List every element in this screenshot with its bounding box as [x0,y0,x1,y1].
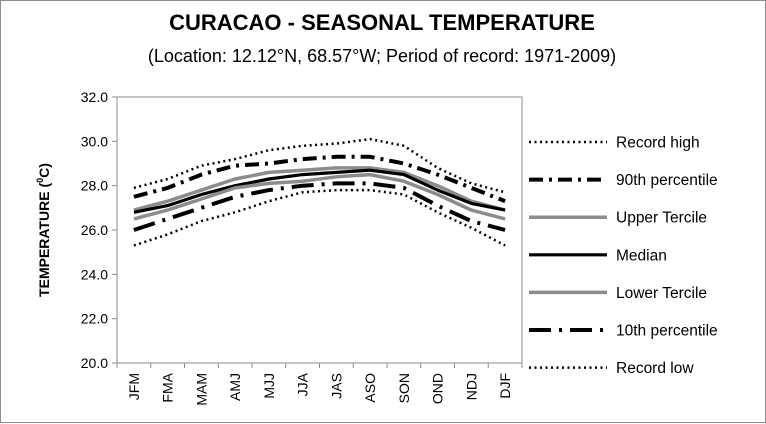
legend-label: 90th percentile [616,172,718,189]
x-tick-label: JJA [295,372,311,396]
series-line-record-low [133,188,506,247]
x-tick-label: OND [430,373,446,404]
legend-item-90th-percentile: 90th percentile [529,172,718,189]
x-tick-label: MJJ [261,373,277,399]
legend-item-lower-tercile: Lower Tercile [529,285,707,302]
legend-label: Record high [616,135,700,152]
legend-item-record-high: Record high [529,135,700,152]
chart-title: CURACAO - SEASONAL TEMPERATURE [169,10,595,35]
chart-subtitle: (Location: 12.12°N, 68.57°W; Period of r… [148,46,616,66]
legend-item-median: Median [529,247,667,264]
series-line-record-high [133,137,506,194]
y-axis-title: TEMPERATURE (0C) [35,163,52,297]
legend-label: Record low [616,360,694,377]
y-tick-label: 30.0 [81,133,108,149]
y-tick-label: 22.0 [81,311,108,327]
y-tick-label: 24.0 [81,266,108,282]
x-tick-label: JAS [328,373,344,399]
x-tick-label: AMJ [227,373,243,401]
y-axis-title-superscript: 0 [35,178,45,183]
legend-item-10th-percentile: 10th percentile [529,323,718,340]
legend-label: 10th percentile [616,323,718,340]
y-tick-label: 32.0 [81,89,108,105]
x-tick-label: SON [396,373,412,403]
x-tick-label: MAM [193,373,209,406]
x-tick-label: FMA [160,372,176,402]
series-line-90th-percentile [133,154,506,204]
series-line-lower-tercile [133,172,506,221]
x-tick-label: ASO [362,373,378,403]
legend-item-record-low: Record low [529,360,694,377]
y-tick-label: 28.0 [81,178,108,194]
legend-label: Lower Tercile [616,285,707,302]
plot-area: 20.0 22.0 24.0 26.0 28.0 30.0 32.0 JFM FMA MAM AMJ… [81,89,523,406]
y-axis-title-tail: C) [36,163,52,178]
y-axis-title-main: TEMPERATURE ( [36,183,52,297]
series-line-upper-tercile [133,166,506,212]
y-tick-label: 20.0 [81,355,108,371]
legend: Record high 90th percentile Upper Tercile M… [529,135,718,377]
plot-border [116,96,523,364]
y-tick-label: 26.0 [81,222,108,238]
x-tick-label: DJF [497,373,513,399]
x-tick-label: JFM [126,373,142,400]
legend-label: Median [616,247,667,264]
legend-item-upper-tercile: Upper Tercile [529,210,707,227]
series-line-median [133,168,506,214]
x-tick-label: NDJ [463,373,479,400]
legend-label: Upper Tercile [616,210,707,227]
